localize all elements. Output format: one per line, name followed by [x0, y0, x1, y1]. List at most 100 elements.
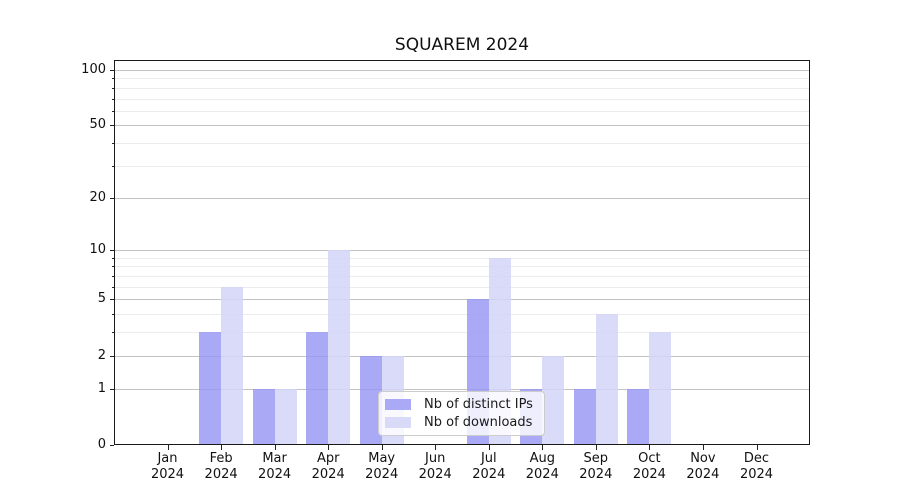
- y-major-tickmark: [109, 388, 114, 390]
- bar-distinct-ips-may: [359, 355, 382, 445]
- x-tick-month: Feb: [209, 451, 233, 466]
- x-tickmark: [274, 445, 276, 450]
- bar-downloads-feb: [221, 286, 244, 445]
- x-tick-month: May: [368, 451, 396, 466]
- x-tickmark: [488, 445, 490, 450]
- y-minor-gridline: [114, 276, 810, 277]
- y-minor-tickmark: [111, 266, 114, 268]
- bar-downloads-mar: [274, 388, 297, 445]
- x-tick-year: 2024: [632, 466, 666, 482]
- y-minor-gridline: [114, 314, 810, 316]
- x-tick-month: Jun: [425, 451, 446, 466]
- bar-downloads-sep: [595, 314, 618, 445]
- y-tick-label: 5: [97, 291, 106, 307]
- y-major-gridline: [114, 197, 810, 199]
- y-minor-gridline: [114, 257, 810, 259]
- chart-title: SQUAREM 2024: [394, 35, 530, 55]
- bar-distinct-ips-sep: [573, 388, 596, 445]
- y-tick-label: 1: [97, 380, 106, 396]
- legend: Nb of distinct IPs Nb of downloads: [378, 391, 545, 436]
- y-major-tickmark: [109, 299, 114, 301]
- x-tick-year: 2024: [258, 466, 292, 482]
- legend-swatch-distinct-ips-icon: [385, 399, 411, 411]
- y-tick-label: 20: [89, 189, 106, 205]
- x-tick-month: Oct: [638, 451, 661, 466]
- y-major-tickmark: [109, 125, 114, 127]
- x-tick-month: Aug: [529, 451, 555, 466]
- y-major-gridline: [114, 355, 810, 357]
- y-minor-tickmark: [111, 78, 114, 80]
- y-major-gridline: [114, 69, 810, 71]
- x-tick-month: Mar: [262, 451, 287, 466]
- x-tick-month: Sep: [583, 451, 609, 466]
- x-tick-year: 2024: [204, 466, 238, 482]
- x-tickmark: [221, 445, 223, 450]
- x-tick-month: Apr: [316, 451, 340, 466]
- x-tickmark: [167, 445, 169, 450]
- y-minor-tickmark: [111, 98, 114, 100]
- x-tick-label-aug: Aug 2024: [510, 451, 574, 482]
- x-tickmark: [542, 445, 544, 450]
- x-tick-label-feb: Feb 2024: [189, 451, 253, 482]
- x-tick-month: Dec: [743, 451, 770, 466]
- x-tick-month: Nov: [690, 451, 716, 466]
- y-major-tickmark: [109, 69, 114, 71]
- x-tickmark: [435, 445, 437, 450]
- y-minor-tickmark: [111, 332, 114, 334]
- x-tickmark: [381, 445, 383, 450]
- y-minor-gridline: [114, 266, 810, 268]
- y-major-gridline: [114, 125, 810, 127]
- y-tick-label: 0: [97, 437, 106, 452]
- y-minor-gridline: [114, 98, 810, 100]
- x-tick-label-mar: Mar 2024: [243, 451, 307, 482]
- y-minor-gridline: [114, 87, 810, 89]
- bar-downloads-apr: [328, 250, 351, 445]
- y-minor-gridline: [114, 165, 810, 167]
- x-tick-year: 2024: [739, 466, 774, 482]
- y-minor-gridline: [114, 110, 810, 112]
- y-major-gridline: [114, 250, 810, 252]
- y-minor-tickmark: [111, 276, 114, 277]
- bar-distinct-ips-mar: [252, 388, 275, 445]
- y-minor-tickmark: [111, 286, 114, 288]
- bar-downloads-aug: [542, 355, 565, 445]
- legend-swatch-downloads-icon: [385, 416, 411, 428]
- x-tick-label-oct: Oct 2024: [617, 451, 681, 482]
- y-minor-tickmark: [111, 87, 114, 89]
- y-tick-label: 100: [81, 61, 106, 77]
- x-tick-label-jun: Jun 2024: [403, 451, 467, 482]
- y-major-tickmark: [109, 355, 114, 357]
- y-minor-gridline: [114, 78, 810, 80]
- x-tick-label-dec: Dec 2024: [725, 451, 789, 482]
- x-tick-month: Jan: [157, 451, 178, 466]
- bar-distinct-ips-apr: [306, 332, 329, 445]
- x-tick-year: 2024: [311, 466, 345, 482]
- legend-label-distinct-ips: Nb of distinct IPs: [424, 397, 533, 413]
- y-major-tickmark: [109, 250, 114, 252]
- y-tick-label: 10: [89, 242, 106, 258]
- x-tick-year: 2024: [525, 466, 559, 482]
- y-minor-tickmark: [111, 257, 114, 259]
- x-tick-year: 2024: [365, 466, 399, 482]
- legend-item-downloads: Nb of downloads: [385, 415, 538, 430]
- y-minor-gridline: [114, 286, 810, 288]
- x-tickmark: [328, 445, 330, 450]
- x-tickmark: [756, 445, 758, 450]
- y-minor-tickmark: [111, 314, 114, 316]
- legend-item-distinct-ips: Nb of distinct IPs: [385, 397, 538, 412]
- y-minor-gridline: [114, 332, 810, 334]
- x-tick-year: 2024: [686, 466, 720, 482]
- x-tickmark: [649, 445, 651, 450]
- bar-distinct-ips-oct: [627, 388, 650, 445]
- x-tick-label-jan: Jan 2024: [136, 451, 200, 482]
- y-major-tickmark: [109, 197, 114, 199]
- x-tick-label-sep: Sep 2024: [564, 451, 628, 482]
- y-major-gridline: [114, 388, 810, 390]
- bar-distinct-ips-feb: [199, 332, 222, 445]
- y-tick-label: 2: [97, 347, 106, 363]
- x-tick-year: 2024: [418, 466, 452, 482]
- x-tick-label-nov: Nov 2024: [671, 451, 735, 482]
- x-tickmark: [702, 445, 704, 450]
- x-tick-year: 2024: [472, 466, 506, 482]
